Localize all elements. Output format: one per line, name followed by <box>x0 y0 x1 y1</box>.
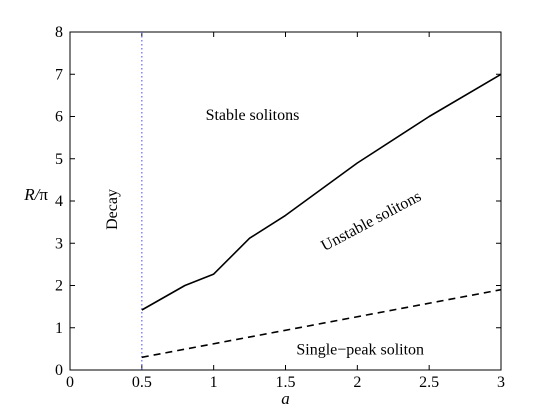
series-group <box>141 73 502 359</box>
tick-labels: 0 0.5 1 1.5 2 2.5 3 0 1 2 3 4 5 6 7 8 <box>55 24 505 391</box>
y-axis-label-symbol: π <box>39 185 48 204</box>
y-tick-label: 8 <box>55 24 63 41</box>
y-tick-label: 0 <box>55 362 63 379</box>
annotation-label: Stable solitons <box>206 107 300 124</box>
x-tick-label: 1.5 <box>276 374 296 391</box>
x-tick-label: 0.5 <box>132 374 152 391</box>
annotations: Stable solitons Unstable solitons Single−p… <box>104 107 424 358</box>
x-tick-label: 3 <box>497 374 505 391</box>
y-tick-label: 1 <box>55 320 63 337</box>
annotation-label: Single−peak soliton <box>296 342 424 359</box>
y-axis-label-main: R/ <box>23 185 41 204</box>
single-peak-boundary-line <box>141 288 502 359</box>
x-axis-label: a <box>281 389 290 408</box>
x-tick-label: 2.5 <box>419 374 439 391</box>
y-tick-label: 3 <box>55 235 63 252</box>
ticks <box>69 31 502 371</box>
y-tick-label: 7 <box>55 66 63 83</box>
y-tick-label: 6 <box>55 109 63 126</box>
plot-frame <box>69 31 502 371</box>
y-axis-label: R/π <box>23 185 48 204</box>
y-tick-label: 5 <box>55 151 63 168</box>
x-tick-label: 0 <box>66 374 74 391</box>
x-tick-label: 1 <box>210 374 218 391</box>
y-tick-label: 2 <box>55 278 63 295</box>
stability-boundary-line <box>141 73 502 311</box>
annotation-label: Decay <box>104 189 121 230</box>
y-tick-label: 4 <box>55 193 63 210</box>
x-tick-label: 2 <box>353 374 361 391</box>
annotation-label: Unstable solitons <box>318 188 424 255</box>
